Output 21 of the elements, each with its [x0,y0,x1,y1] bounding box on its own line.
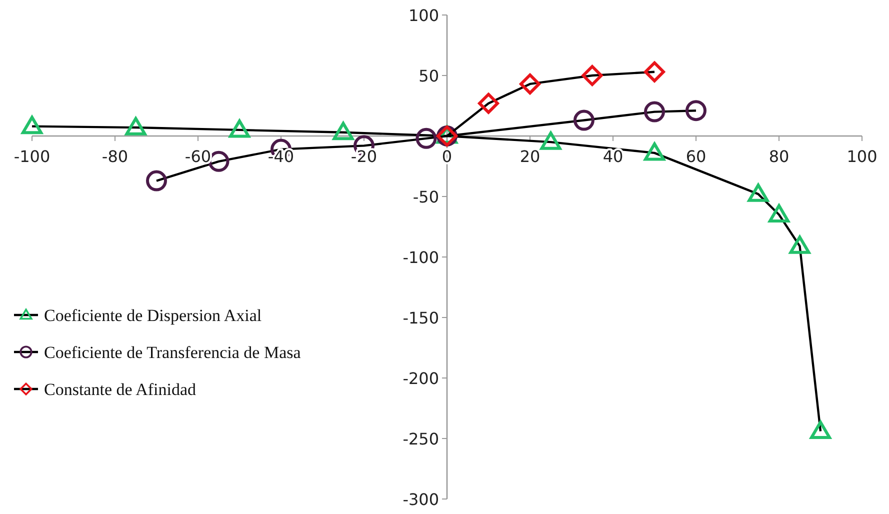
x-tick-label: 60 [686,147,706,166]
legend-label: Constante de Afinidad [44,380,197,399]
x-tick-label: -80 [102,147,128,166]
x-tick-label: 20 [520,147,540,166]
x-tick-label: 0 [442,147,452,166]
y-tick-label: -50 [412,188,439,206]
y-tick-label: -150 [402,308,439,328]
y-tick-label: -200 [402,369,439,388]
x-tick-label: 100 [846,147,878,166]
y-tick-label: 50 [418,66,439,86]
y-tick-label: -300 [402,490,439,509]
legend-label: Coeficiente de Dispersion Axial [44,306,262,325]
y-tick-label: -250 [402,430,439,448]
x-tick-label: 40 [602,147,624,166]
x-tick-label: 80 [768,147,790,166]
y-tick-label: -100 [402,248,439,267]
x-tick-label: -20 [350,147,378,166]
x-tick-label: -100 [14,147,50,166]
y-tick-label: 100 [408,6,439,25]
legend-label: Coeficiente de Transferencia de Masa [44,343,302,362]
x-tick-label: -60 [184,147,212,166]
